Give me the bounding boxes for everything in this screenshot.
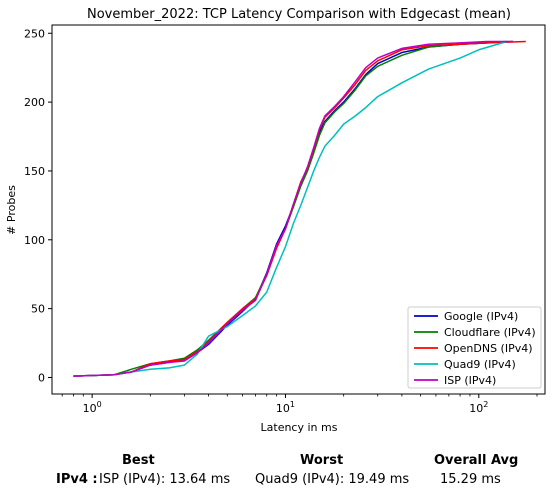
latency-chart: November_2022: TCP Latency Comparison wi… [5,7,546,434]
x-tick-label: 102 [469,400,488,415]
y-tick-label: 250 [24,27,45,40]
y-tick-label: 200 [24,96,45,109]
x-tick-label: 100 [83,400,102,415]
y-tick-label: 50 [31,303,45,316]
y-tick-label: 100 [24,234,45,247]
legend-label: Cloudflare (IPv4) [444,326,536,339]
chart-title: November_2022: TCP Latency Comparison wi… [87,7,511,22]
series-lines [73,40,526,377]
worst-value: Quad9 (IPv4): 19.49 ms [255,472,410,487]
best-header: Best [122,453,155,468]
series-line-4 [73,40,508,377]
y-tick-label: 150 [24,165,45,178]
x-axis: 100 101 102 [61,394,538,415]
series-line-2 [73,40,508,377]
worst-header: Worst [300,453,344,468]
legend-label: OpenDNS (IPv4) [444,342,533,355]
plot-frame [51,24,546,395]
avg-header: Overall Avg [434,453,519,468]
legend-box [407,306,542,389]
best-value: ISP (IPv4): 13.64 ms [99,472,231,487]
y-axis-label: # Probes [5,185,18,235]
x-axis-label: Latency in ms [261,421,338,434]
legend: Google (IPv4) Cloudflare (IPv4) OpenDNS (I… [407,306,542,389]
y-tick-label: 0 [38,371,45,384]
series-line-5 [73,40,513,377]
ipv4-row-label: IPv4 : [56,472,98,487]
y-axis: 0 50 100 150 200 250 [24,27,52,384]
legend-label: Quad9 (IPv4) [444,358,516,371]
legend-label: Google (IPv4) [444,310,518,323]
x-tick-label: 101 [276,400,295,415]
avg-value: 15.29 ms [440,472,501,487]
legend-label: ISP (IPv4) [444,374,496,387]
